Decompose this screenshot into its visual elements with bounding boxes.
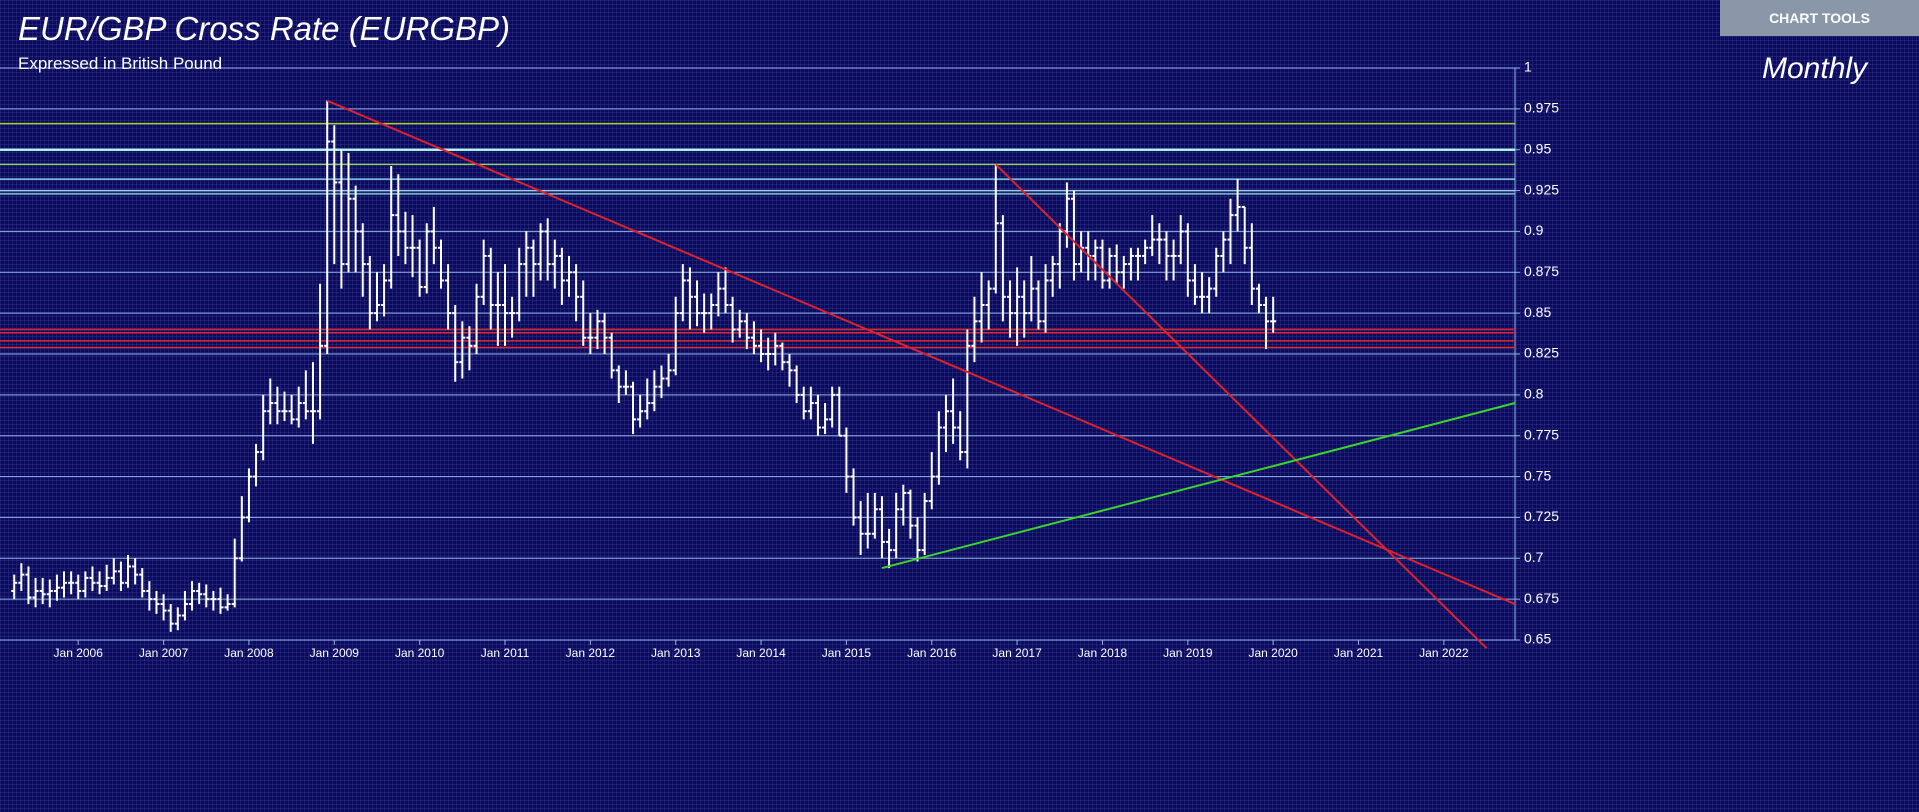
y-tick-label: 0.825	[1524, 345, 1559, 361]
x-tick-label: Jan 2010	[395, 646, 445, 660]
x-tick-label: Jan 2014	[736, 646, 786, 660]
x-tick-label: Jan 2012	[566, 646, 616, 660]
x-tick-label: Jan 2016	[907, 646, 957, 660]
trend-line	[326, 99, 1516, 605]
x-tick-label: Jan 2015	[822, 646, 872, 660]
x-tick-label: Jan 2013	[651, 646, 701, 660]
x-tick-label: Jan 2007	[139, 646, 189, 660]
x-tick-label: Jan 2011	[481, 646, 530, 660]
y-tick-label: 0.95	[1524, 140, 1551, 156]
x-tick-label: Jan 2021	[1334, 646, 1384, 660]
y-tick-label: 0.775	[1524, 426, 1559, 442]
y-tick-label: 0.975	[1524, 100, 1559, 116]
x-tick-label: Jan 2019	[1163, 646, 1213, 660]
period-label: Monthly	[1762, 52, 1868, 85]
chart-tools-button[interactable]: CHART TOOLS	[1720, 0, 1919, 36]
y-tick-label: 0.9	[1524, 222, 1544, 238]
y-tick-label: 0.725	[1524, 508, 1559, 524]
chart-subtitle: Expressed in British Pound	[18, 54, 223, 73]
x-tick-label: Jan 2017	[992, 646, 1042, 660]
y-tick-label: 1	[1524, 59, 1532, 75]
x-tick-label: Jan 2020	[1248, 646, 1298, 660]
x-tick-label: Jan 2022	[1419, 646, 1469, 660]
x-tick-label: Jan 2006	[54, 646, 104, 660]
y-tick-label: 0.65	[1524, 631, 1551, 647]
y-tick-label: 0.85	[1524, 304, 1551, 320]
y-tick-label: 0.8	[1524, 386, 1544, 402]
x-tick-label: Jan 2018	[1078, 646, 1128, 660]
trend-line	[881, 402, 1516, 570]
y-tick-label: 0.875	[1524, 263, 1559, 279]
trend-line	[995, 163, 1488, 649]
x-tick-label: Jan 2009	[310, 646, 360, 660]
chart-title: EUR/GBP Cross Rate (EURGBP)	[18, 10, 511, 47]
x-tick-label: Jan 2008	[224, 646, 274, 660]
y-tick-label: 0.675	[1524, 590, 1559, 606]
y-tick-label: 0.7	[1524, 549, 1544, 565]
y-tick-label: 0.925	[1524, 181, 1559, 197]
y-tick-label: 0.75	[1524, 467, 1551, 483]
